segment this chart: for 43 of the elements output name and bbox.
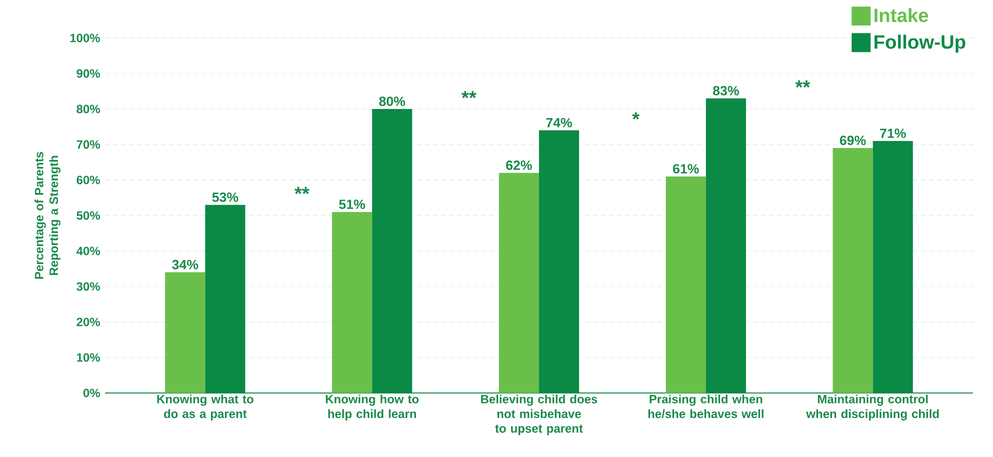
annotation: * — [632, 112, 640, 120]
y-tick-label: 70% — [76, 140, 100, 149]
y-tick-label: 60% — [76, 176, 100, 184]
y-tick-label: 50% — [76, 211, 100, 220]
bar — [706, 98, 746, 393]
legend-label: Intake — [874, 8, 928, 22]
data-label: 53% — [212, 192, 238, 202]
data-label: 83% — [713, 86, 739, 96]
data-label: 34% — [172, 260, 198, 270]
data-label: 51% — [339, 200, 366, 210]
y-tick-label: 100% — [70, 34, 100, 42]
bar — [498, 172, 539, 393]
legend-label: Follow-Up — [874, 34, 966, 53]
data-label: 61% — [673, 164, 699, 174]
y-tick-label: 20% — [76, 318, 100, 326]
annotation: ** — [461, 91, 476, 98]
bar — [372, 108, 412, 393]
bar — [832, 148, 873, 393]
y-tick-label: 10% — [77, 353, 100, 362]
y-tick-label: 0% — [83, 388, 100, 398]
bar — [872, 140, 913, 393]
x-tick-label: Maintaining control when disciplining child — [806, 394, 939, 420]
bar — [205, 204, 246, 393]
annotation: ** — [795, 80, 810, 88]
bar — [539, 130, 580, 393]
data-label: 74% — [546, 118, 572, 128]
data-label: 80% — [379, 96, 406, 106]
y-tick-label: 80% — [76, 104, 100, 114]
y-tick-label: 40% — [76, 246, 100, 256]
y-tick-label: 90% — [76, 69, 100, 78]
x-tick-label: Knowing how to help child learn — [326, 394, 419, 420]
bar — [666, 176, 706, 393]
x-tick-label: Knowing what to do as a parent — [157, 394, 254, 420]
bar — [332, 212, 372, 393]
x-tick-label: Believing child does not misbehave to upset parent — [481, 394, 598, 436]
data-label: 62% — [506, 160, 532, 170]
y-tick-label: 30% — [76, 282, 100, 291]
data-label: 71% — [880, 128, 906, 138]
x-tick-label: Praising child when he/she behaves well — [648, 394, 764, 418]
annotation: ** — [294, 186, 310, 194]
data-label: 69% — [840, 136, 866, 146]
y-axis-title: Percentage of Parents Reporting a Strength — [34, 152, 60, 279]
bar — [165, 272, 206, 393]
